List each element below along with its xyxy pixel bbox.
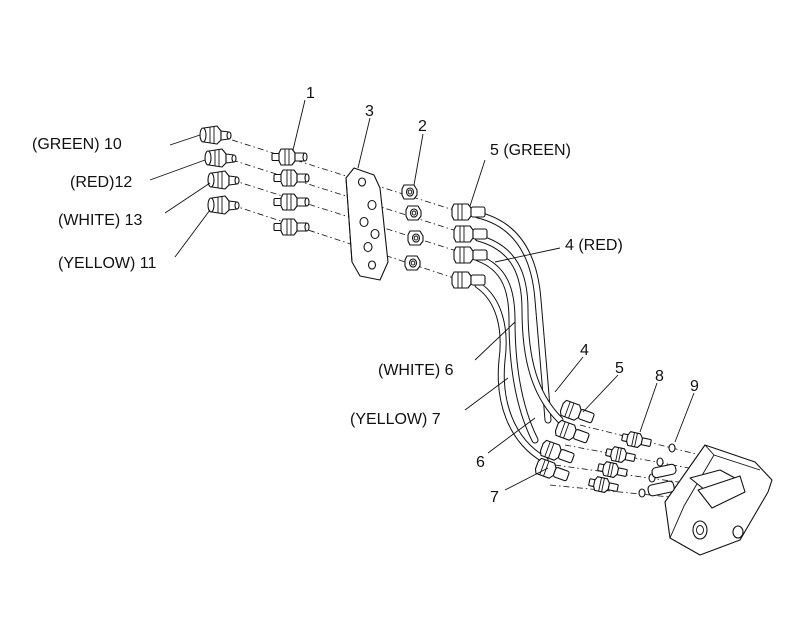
hose-end-fittings-lower (533, 399, 597, 485)
callout-2: 2 (418, 118, 427, 135)
mounting-bracket (345, 167, 389, 281)
union-1 (271, 148, 308, 166)
leader-lines (149, 99, 695, 491)
nut-3 (407, 230, 424, 246)
nut-4 (404, 255, 421, 271)
hoses (474, 211, 564, 464)
callout-3: 3 (365, 103, 374, 120)
callout-1: 1 (306, 85, 315, 102)
union-fittings (271, 148, 310, 236)
plug-yellow (207, 195, 240, 215)
callout-5: 5 (615, 360, 624, 377)
callout-5-green: 5 (GREEN) (490, 142, 571, 159)
union-3 (273, 193, 310, 211)
callout-labels: 1 2 3 5 (GREEN) 4 (RED) (GREEN) 10 (RED)… (32, 85, 699, 506)
callout-6: 6 (476, 454, 485, 471)
callout-4: 4 (580, 342, 589, 359)
valve-block (647, 444, 773, 556)
callout-4-red: 4 (RED) (565, 237, 623, 254)
hose-end-fittings-upper (451, 203, 488, 289)
lock-nuts (401, 184, 424, 271)
callout-8: 8 (655, 368, 664, 385)
hose-end-8 (533, 457, 572, 485)
adapter-fittings (587, 429, 653, 496)
plug-white (207, 170, 240, 190)
nut-1 (401, 184, 418, 200)
adapter-1 (620, 429, 653, 451)
callout-6-white: (WHITE) 6 (378, 362, 454, 379)
plug-red (204, 148, 237, 168)
callout-11-yellow: (YELLOW) 11 (58, 255, 157, 272)
callout-12-red: (RED)12 (70, 174, 132, 191)
callout-7: 7 (490, 489, 499, 506)
nut-2 (405, 205, 422, 221)
union-2 (273, 169, 310, 187)
callout-10-green: (GREEN) 10 (32, 136, 122, 153)
plug-fittings (199, 125, 240, 215)
callout-9: 9 (690, 378, 699, 395)
hose-end-6 (553, 419, 592, 447)
callout-7-yellow: (YELLOW) 7 (350, 411, 441, 428)
callout-13-white: (WHITE) 13 (58, 212, 143, 229)
union-4 (273, 218, 310, 236)
plug-green (199, 125, 232, 145)
adapter-4 (587, 474, 620, 496)
